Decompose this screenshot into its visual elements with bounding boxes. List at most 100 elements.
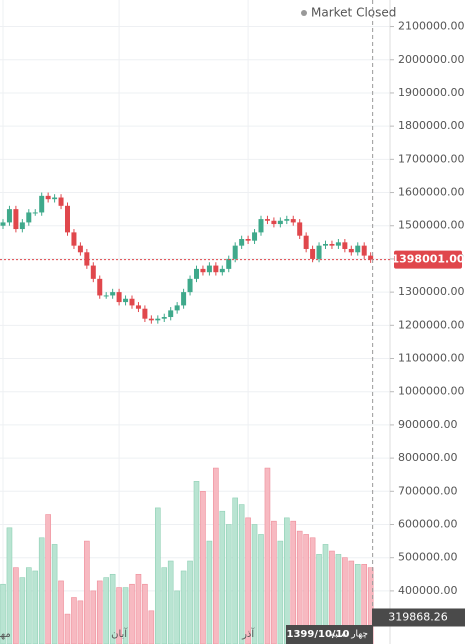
- candle-body: [77, 245, 83, 253]
- volume-bar: [245, 517, 251, 644]
- candle-body: [348, 248, 354, 253]
- y-tick-label: 400000.00: [398, 584, 458, 597]
- candle-body: [342, 242, 348, 249]
- volume-bar: [232, 497, 238, 644]
- volume-bar: [122, 587, 129, 644]
- volume-bar: [116, 587, 122, 644]
- volume-bar: [225, 524, 232, 644]
- candle-body: [129, 298, 135, 306]
- volume-bar: [90, 590, 97, 644]
- candle-body: [323, 243, 328, 246]
- candle-body: [32, 212, 38, 214]
- x-tick-label: مهر: [0, 629, 11, 640]
- crosshair-date-box: [286, 625, 373, 644]
- candle-body: [284, 219, 290, 221]
- candle-body: [213, 265, 219, 273]
- candle-body: [239, 239, 245, 246]
- status-dot: [301, 10, 307, 16]
- volume-bar: [51, 544, 58, 644]
- x-tick-label: آذر: [241, 627, 255, 640]
- candle-body: [290, 219, 296, 223]
- volume-bar: [45, 514, 51, 644]
- candle-body: [103, 295, 109, 297]
- volume-bar: [32, 570, 39, 644]
- candle-body: [277, 220, 283, 225]
- volume-bar: [148, 610, 155, 644]
- volume-bar: [258, 534, 264, 644]
- y-tick-label: 1600000.00: [398, 186, 464, 199]
- volume-bar: [129, 583, 135, 644]
- candle-body: [181, 292, 187, 306]
- candle-body: [26, 212, 32, 223]
- candle-body: [123, 298, 129, 303]
- candle-body: [368, 255, 374, 260]
- volume-bar: [329, 550, 335, 644]
- crosshair-value-label: 319868.26: [388, 610, 448, 623]
- candle-body: [245, 239, 251, 241]
- crosshair-weekday: چهار شنبه: [331, 630, 368, 640]
- candle-body: [97, 278, 103, 296]
- volume-bar: [251, 524, 258, 644]
- volume-bar: [25, 567, 32, 644]
- candle-body: [90, 265, 96, 279]
- candle-body: [148, 318, 154, 321]
- last-price-box: [394, 250, 462, 269]
- volume-bar: [174, 590, 180, 644]
- volume-bar: [155, 507, 161, 644]
- volume-bar: [309, 537, 316, 644]
- candle-body: [335, 242, 341, 246]
- x-tick-label: آبان: [111, 627, 128, 640]
- y-tick-label: 1200000.00: [398, 318, 464, 331]
- y-tick-label: 600000.00: [398, 517, 458, 530]
- candle-body: [39, 195, 45, 213]
- candle-body: [52, 197, 58, 200]
- crosshair-value-box: [372, 608, 465, 627]
- candle-body: [252, 232, 258, 241]
- y-tick-label: 1500000.00: [398, 219, 464, 232]
- volume-bar: [264, 467, 271, 644]
- y-tick-label: 1100000.00: [398, 352, 464, 365]
- volume-bar: [0, 583, 6, 644]
- candle-body: [316, 245, 322, 259]
- volume-bar: [206, 540, 213, 644]
- volume-bar: [58, 580, 64, 644]
- volume-bar: [354, 564, 361, 644]
- candle-body: [135, 305, 141, 309]
- volume-bar: [342, 557, 348, 644]
- volume-bar: [135, 573, 142, 644]
- candle-body: [168, 310, 174, 318]
- y-tick-label: 1700000.00: [398, 152, 464, 165]
- volume-bar: [19, 577, 26, 644]
- candle-body: [232, 245, 238, 259]
- candle-body: [226, 258, 232, 269]
- volume-bar: [142, 583, 148, 644]
- market-status: Market Closed: [311, 6, 396, 20]
- candle-body: [264, 219, 270, 221]
- volume-bar: [238, 504, 245, 644]
- volume-bar: [161, 567, 168, 644]
- y-tick-label: 800000.00: [398, 451, 458, 464]
- volume-bar: [271, 520, 277, 644]
- volume-bar: [213, 467, 219, 644]
- volume-bar: [64, 613, 71, 644]
- volume-bar: [303, 534, 309, 644]
- candle-body: [174, 305, 180, 311]
- volume-bar: [335, 554, 342, 644]
- volume-bar: [38, 537, 45, 644]
- y-tick-label: 1800000.00: [398, 119, 464, 132]
- candle-body: [258, 219, 264, 233]
- candle-body: [271, 220, 277, 225]
- last-price-label: 1398001.00: [391, 253, 464, 266]
- y-tick-label: 1000000.00: [398, 385, 464, 398]
- volume-bar: [77, 600, 84, 644]
- volume-bar: [180, 570, 187, 644]
- candle-body: [355, 245, 361, 253]
- candle-body: [110, 292, 116, 296]
- volume-bar: [361, 564, 368, 644]
- candle-body: [310, 248, 316, 259]
- candle-body: [303, 235, 309, 249]
- volume-bar: [316, 554, 322, 644]
- candle-body: [329, 243, 335, 246]
- candle-body: [6, 209, 12, 223]
